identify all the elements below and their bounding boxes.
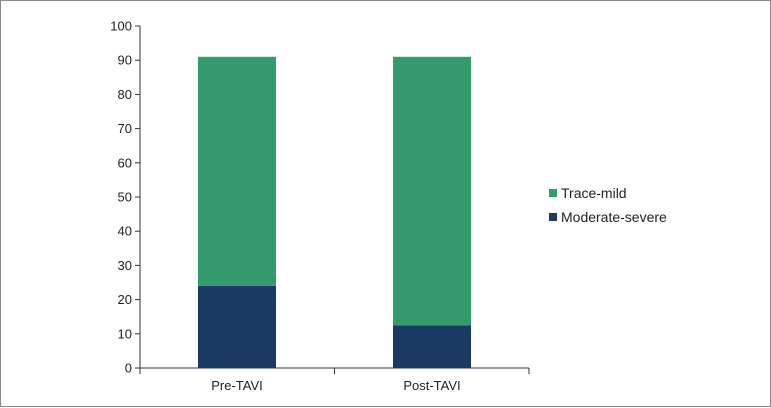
y-tick-label: 90	[118, 53, 132, 68]
y-tick-label: 10	[118, 326, 132, 341]
bar-post-tavi-moderate-severe	[393, 325, 471, 368]
bars-layer	[198, 56, 471, 368]
y-tick-label: 30	[118, 258, 132, 273]
bar-pre-tavi-moderate-severe	[198, 285, 276, 368]
legend-swatch-trace-mild	[549, 189, 557, 197]
y-tick-label: 40	[118, 224, 132, 239]
y-tick-label: 60	[118, 155, 132, 170]
legend: Trace-mild Moderate-severe	[549, 185, 667, 225]
y-tick-label: 100	[110, 19, 132, 34]
y-tick-label: 0	[125, 361, 132, 376]
y-tick-label: 20	[118, 292, 132, 307]
axes-layer	[135, 25, 530, 374]
x-tick-labels: Pre-TAVI Post-TAVI	[211, 378, 460, 393]
y-tick-label: 70	[118, 121, 132, 136]
bar-pre-tavi-trace-mild	[198, 56, 276, 286]
legend-label-trace-mild: Trace-mild	[561, 185, 627, 201]
y-tick-labels: 0 10 20 30 40 50 60 70 80 90 100	[110, 19, 132, 376]
x-tick-label: Pre-TAVI	[211, 378, 263, 393]
y-tick-label: 50	[118, 190, 132, 205]
y-tick-label: 80	[118, 87, 132, 102]
bar-post-tavi-trace-mild	[393, 56, 471, 326]
x-tick-label: Post-TAVI	[403, 378, 460, 393]
legend-swatch-moderate-severe	[549, 213, 557, 221]
legend-label-moderate-severe: Moderate-severe	[561, 209, 667, 225]
